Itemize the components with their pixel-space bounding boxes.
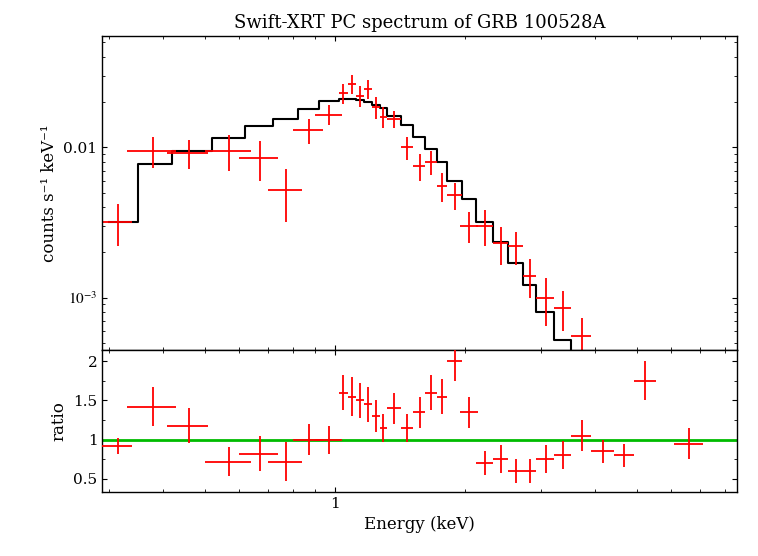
Y-axis label: counts s⁻¹ keV⁻¹: counts s⁻¹ keV⁻¹ [41,124,58,262]
X-axis label: Energy (keV): Energy (keV) [364,517,475,533]
Title: Swift-XRT PC spectrum of GRB 100528A: Swift-XRT PC spectrum of GRB 100528A [233,14,606,32]
Y-axis label: ratio: ratio [51,401,67,441]
